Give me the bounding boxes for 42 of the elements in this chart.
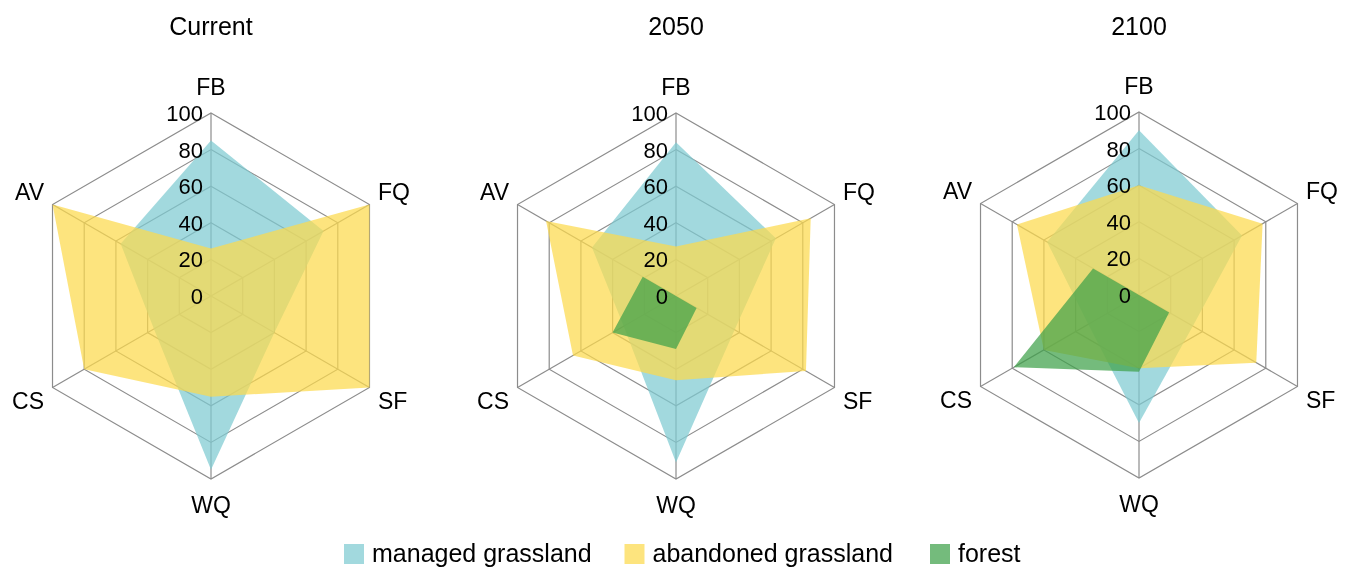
spoke-label: WQ xyxy=(191,492,231,518)
spoke-label: AV xyxy=(15,178,45,205)
chart-title: Current xyxy=(169,12,253,40)
y-tick-label: 60 xyxy=(643,174,668,200)
spoke-label: FQ xyxy=(843,178,875,205)
y-tick-label: 80 xyxy=(178,137,203,163)
spoke-label: SF xyxy=(1306,386,1336,413)
y-tick-label: 20 xyxy=(643,247,668,273)
y-tick-label: 60 xyxy=(178,174,203,200)
y-tick-label: 100 xyxy=(166,101,203,126)
spoke-label: CS xyxy=(12,387,44,414)
y-tick-label: 40 xyxy=(1106,209,1131,235)
spoke-label: WQ xyxy=(656,492,696,518)
chart-title: 2100 xyxy=(1111,12,1167,40)
spoke-label: FQ xyxy=(1306,177,1338,204)
spoke-label: CS xyxy=(477,387,509,414)
spoke-label: SF xyxy=(843,387,873,414)
legend-label: abandoned grassland xyxy=(652,539,893,567)
y-tick-label: 20 xyxy=(1106,246,1131,272)
y-tick-label: 20 xyxy=(178,247,203,273)
y-tick-label: 40 xyxy=(178,210,203,236)
y-tick-label: 0 xyxy=(1118,283,1131,308)
spoke-label: FQ xyxy=(378,178,410,205)
legend-label: managed grassland xyxy=(372,539,592,567)
y-tick-label: 60 xyxy=(1106,173,1131,199)
legend-label: forest xyxy=(958,539,1021,567)
spoke-label: SF xyxy=(378,387,408,414)
spoke-label: CS xyxy=(940,386,972,413)
chart-title: 2050 xyxy=(648,12,704,40)
y-tick-label: 100 xyxy=(631,101,668,126)
y-tick-label: 0 xyxy=(190,284,203,309)
spoke-label: WQ xyxy=(1119,491,1159,517)
y-tick-label: 40 xyxy=(643,210,668,236)
spoke-label: FB xyxy=(1124,73,1154,99)
spoke-label: FB xyxy=(196,74,226,100)
y-tick-label: 80 xyxy=(643,137,668,163)
spoke-label: AV xyxy=(943,177,973,204)
y-tick-label: 0 xyxy=(655,284,668,309)
spoke-label: AV xyxy=(480,178,510,205)
y-tick-label: 80 xyxy=(1106,136,1131,162)
spoke-label: FB xyxy=(661,74,691,100)
y-tick-label: 100 xyxy=(1094,100,1131,125)
